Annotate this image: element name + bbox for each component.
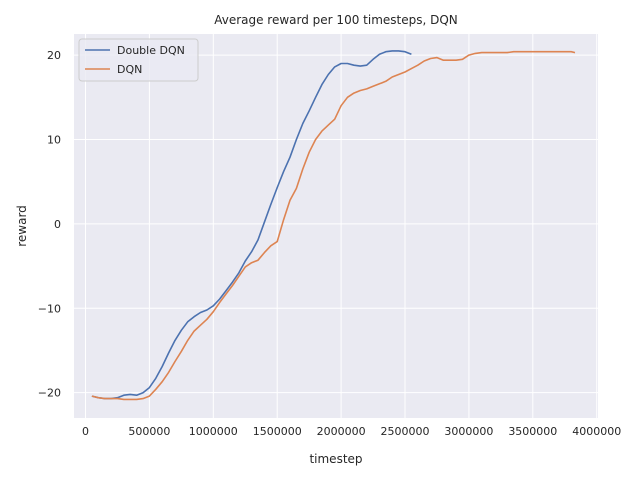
legend-label-dqn: DQN — [117, 63, 142, 76]
x-tick-label: 2000000 — [317, 425, 366, 438]
plot-area — [74, 34, 598, 418]
y-tick-label: 20 — [47, 49, 61, 62]
double-dqn-line — [91, 50, 412, 400]
chart-title: Average reward per 100 timesteps, DQN — [214, 13, 458, 27]
grid — [74, 34, 598, 418]
x-tick-label: 3000000 — [444, 425, 493, 438]
x-tick-label: 1500000 — [253, 425, 302, 438]
x-axis-label: timestep — [309, 452, 362, 466]
legend: Double DQN DQN — [78, 38, 199, 82]
series-lines — [91, 50, 576, 401]
x-tick-label: 4000000 — [572, 425, 621, 438]
x-tick-label: 500000 — [128, 425, 170, 438]
y-axis-label: reward — [15, 205, 29, 247]
x-tick-label: 0 — [82, 425, 89, 438]
x-tick-label: 1000000 — [189, 425, 238, 438]
y-tick-label: 0 — [54, 218, 61, 231]
y-tick-label: 10 — [47, 133, 61, 146]
dqn-line — [91, 50, 576, 401]
y-tick-label: −10 — [38, 302, 61, 315]
x-tick-label: 2500000 — [381, 425, 430, 438]
x-tick-label: 3500000 — [508, 425, 557, 438]
legend-label-double-dqn: Double DQN — [117, 44, 185, 57]
y-tick-label: −20 — [38, 387, 61, 400]
tick-labels: 0 500000 1000000 1500000 2000000 2500000 30000… — [38, 49, 621, 438]
